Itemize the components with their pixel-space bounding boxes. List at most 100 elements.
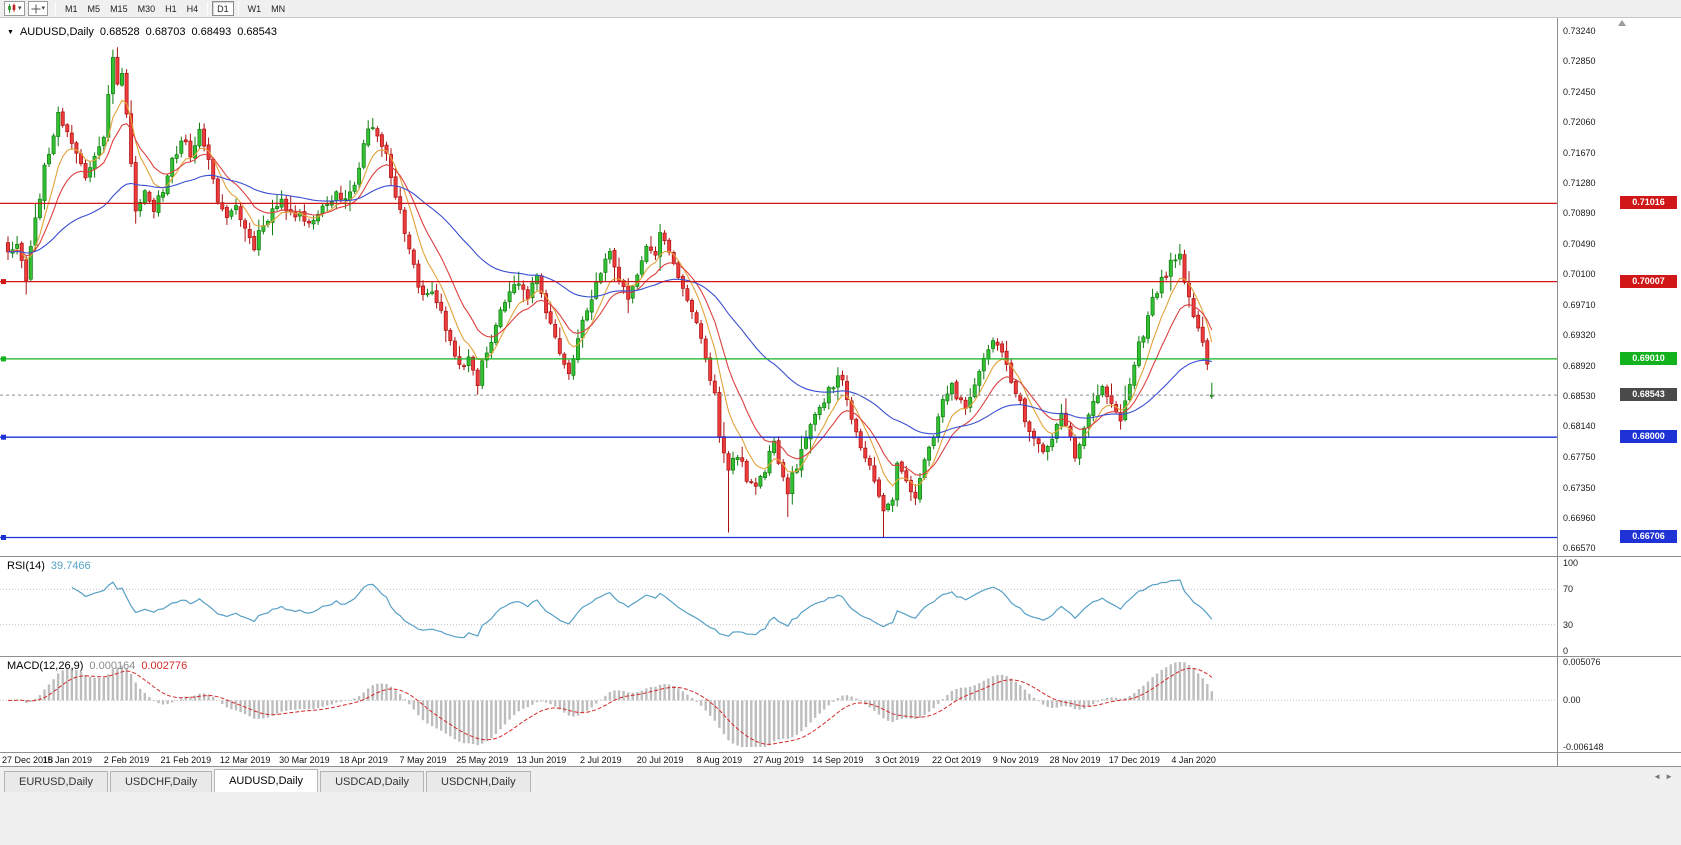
candle-body	[1173, 259, 1178, 262]
candle-body	[612, 250, 617, 268]
candle-body	[685, 288, 690, 301]
candle-body	[51, 135, 56, 154]
candle-body	[270, 208, 275, 223]
candle-body	[202, 128, 207, 147]
price-axis-label: 0.69320	[1563, 329, 1596, 340]
chart-shift-marker[interactable]	[1618, 20, 1626, 26]
price-axis-label: 0.71280	[1563, 177, 1596, 188]
candle-body	[708, 357, 713, 381]
candle-body	[954, 381, 959, 400]
crosshair-icon	[31, 4, 41, 13]
candle-body	[1146, 315, 1150, 339]
candle-body	[872, 465, 877, 482]
candle-body	[352, 184, 357, 192]
candle-body	[1000, 343, 1005, 353]
chart-tab-usdcnh[interactable]: USDCNH,Daily	[426, 771, 531, 792]
main-chart-panel[interactable]	[0, 18, 1557, 556]
candle-body	[557, 338, 562, 354]
candle-body	[1032, 430, 1036, 439]
candle-body	[284, 198, 289, 212]
time-axis-label: 28 Nov 2019	[1049, 755, 1101, 765]
timeframe-button-h1[interactable]: H1	[165, 3, 177, 14]
macd-value: 0.000164	[89, 660, 136, 672]
candle-body	[753, 482, 758, 487]
timeframe-button-m30[interactable]: M30	[137, 3, 156, 14]
rsi-value: 39.7466	[50, 560, 91, 572]
timeframe-button-h4[interactable]: H4	[186, 3, 199, 14]
macd-axis-label: 0.00	[1563, 695, 1581, 706]
candle-body	[430, 291, 435, 294]
chart-tab-eurusd[interactable]: EURUSD,Daily	[4, 771, 108, 792]
candle-body	[1036, 438, 1041, 445]
candle-body	[452, 340, 457, 357]
rsi-title: RSI(14) 39.7466	[7, 560, 91, 572]
candle-body	[92, 155, 97, 170]
candle-body	[1045, 446, 1050, 452]
candle-body	[822, 402, 827, 409]
candle-body	[913, 491, 918, 499]
candle-body	[334, 191, 339, 201]
macd-indicator-panel[interactable]	[0, 657, 1557, 752]
timeframe-button-m5[interactable]: M5	[87, 3, 101, 14]
timeframe-button-w1[interactable]: W1	[247, 3, 262, 14]
candle-body	[731, 457, 735, 471]
tab-scroll-right-icon[interactable]: ►	[1665, 772, 1673, 781]
candle-body	[1073, 436, 1077, 459]
candle-body	[1205, 340, 1210, 365]
hline-left-handle[interactable]	[1, 535, 6, 540]
candle-body	[1022, 398, 1027, 423]
chevron-down-icon: ▾	[18, 4, 22, 12]
candle-body	[945, 393, 950, 402]
candle-body	[576, 338, 580, 361]
candle-body	[1141, 336, 1146, 343]
candle-body	[690, 300, 694, 313]
hline-left-handle[interactable]	[1, 356, 6, 362]
candle-body	[972, 384, 977, 398]
time-axis-label: 12 Mar 2019	[219, 755, 271, 765]
price-axis-label: 0.68530	[1563, 391, 1596, 402]
candle-body	[1091, 400, 1096, 416]
candle-body	[712, 380, 717, 394]
candle-body	[553, 323, 558, 338]
chart-tab-bar: EURUSD,Daily USDCHF,Daily AUDUSD,Daily USDC…	[0, 766, 1681, 792]
macd-axis-label: -0.006148	[1563, 742, 1604, 752]
candle-body	[804, 437, 808, 449]
price-axis-label: 0.72850	[1563, 56, 1596, 67]
candle-body	[142, 190, 147, 204]
crosshair-tool-dropdown[interactable]: ▾	[27, 1, 49, 16]
panel-separator[interactable]	[0, 556, 1681, 557]
candle-body	[489, 342, 494, 354]
timeframe-button-m15[interactable]: M15	[110, 3, 128, 14]
hline-left-handle[interactable]	[1, 279, 6, 285]
candle-body	[991, 340, 995, 349]
candle-body	[968, 397, 973, 408]
timeframe-button-m1[interactable]: M1	[65, 3, 78, 14]
candle-body	[790, 472, 795, 495]
candle-body	[854, 418, 859, 433]
timeframe-button-d1[interactable]: D1	[212, 1, 234, 16]
time-axis-label: 20 Jul 2019	[636, 755, 684, 765]
chart-tab-audusd[interactable]: AUDUSD,Daily	[214, 769, 319, 792]
candle-body	[320, 205, 325, 214]
panel-separator[interactable]	[0, 656, 1681, 657]
candle-body	[224, 207, 229, 218]
candle-body	[949, 383, 954, 395]
candle-body	[179, 140, 184, 154]
hline-left-handle[interactable]	[1, 434, 6, 440]
tab-scroll-left-icon[interactable]: ◄	[1653, 772, 1662, 781]
chart-tab-usdcad[interactable]: USDCAD,Daily	[320, 771, 425, 792]
time-axis[interactable]: 27 Dec 2018 15 Jan 2019 2 Feb 2019 21 Feb 2…	[0, 753, 1557, 766]
chart-type-dropdown[interactable]: ▾	[4, 1, 25, 16]
candle-body	[639, 260, 644, 275]
candle-body	[867, 458, 872, 466]
candle-body	[763, 472, 767, 478]
timeframe-button-mn[interactable]: MN	[271, 3, 286, 14]
candle-body	[307, 220, 311, 224]
candle-body	[466, 356, 471, 367]
candle-body	[416, 263, 421, 288]
candle-body	[603, 258, 608, 273]
candle-body	[936, 416, 941, 438]
rsi-indicator-panel[interactable]	[0, 557, 1557, 656]
candle-body	[156, 195, 161, 213]
chart-tab-usdchf[interactable]: USDCHF,Daily	[109, 771, 213, 792]
